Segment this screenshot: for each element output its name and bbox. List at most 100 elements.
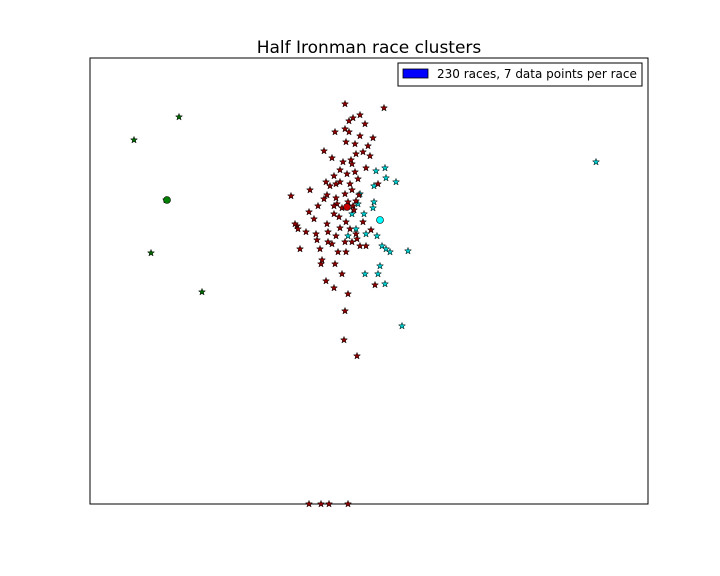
scatter-point xyxy=(358,217,368,226)
scatter-point xyxy=(341,247,351,256)
scatter-point xyxy=(319,194,329,203)
scatter-point xyxy=(351,229,361,238)
scatter-point xyxy=(323,227,333,236)
scatter-point xyxy=(370,280,380,289)
scatter-point xyxy=(323,237,333,246)
scatter-point xyxy=(341,217,351,226)
scatter-point xyxy=(321,177,331,186)
scatter-point xyxy=(337,269,347,278)
scatter-point xyxy=(358,147,368,156)
scatter-point xyxy=(197,287,207,296)
scatter-point xyxy=(350,167,360,176)
scatter-point xyxy=(322,219,332,228)
scatter-point xyxy=(340,124,350,133)
scatter-point xyxy=(365,151,375,160)
scatter-point xyxy=(340,189,350,198)
scatter-point xyxy=(313,201,323,210)
cluster-centroid xyxy=(163,196,171,204)
scatter-point xyxy=(591,157,601,166)
scatter-point xyxy=(371,166,381,175)
plot-area xyxy=(89,57,649,505)
scatter-point xyxy=(322,190,332,199)
scatter-point xyxy=(361,241,371,250)
scatter-point xyxy=(338,157,348,166)
scatter-point xyxy=(340,237,350,246)
scatter-point xyxy=(368,203,378,212)
scatter-point xyxy=(309,214,319,223)
scatter-point xyxy=(379,103,389,112)
scatter-point xyxy=(311,229,321,238)
legend: 230 races, 7 data points per race xyxy=(397,62,643,87)
scatter-point xyxy=(368,133,378,142)
scatter-point xyxy=(286,191,296,200)
scatter-point xyxy=(295,244,305,253)
scatter-point xyxy=(363,141,373,150)
scatter-point xyxy=(331,193,341,202)
scatter-point xyxy=(355,131,365,140)
scatter-point xyxy=(354,190,364,199)
scatter-point xyxy=(344,127,354,136)
scatter-point xyxy=(312,235,322,244)
scatter-point xyxy=(347,237,357,246)
scatter-point xyxy=(343,499,353,508)
scatter-point xyxy=(316,259,326,268)
scatter-point xyxy=(346,155,356,164)
scatter-point xyxy=(361,163,371,172)
scatter-point xyxy=(293,224,303,233)
scatter-point xyxy=(347,209,357,218)
scatter-point xyxy=(317,255,327,264)
scatter-point xyxy=(377,241,387,250)
scatter-point xyxy=(355,110,365,119)
scatter-point xyxy=(361,229,371,238)
scatter-point xyxy=(335,165,345,174)
scatter-point xyxy=(380,163,390,172)
scatter-point xyxy=(352,351,362,360)
scatter-point xyxy=(343,231,353,240)
scatter-point xyxy=(339,335,349,344)
scatter-point xyxy=(343,289,353,298)
scatter-point xyxy=(340,99,350,108)
legend-label: 230 races, 7 data points per race xyxy=(437,67,637,81)
scatter-point xyxy=(340,306,350,315)
scatter-point xyxy=(174,112,184,121)
legend-box xyxy=(397,62,643,87)
scatter-point xyxy=(319,146,329,155)
scatter-point xyxy=(146,248,156,257)
scatter-point xyxy=(349,205,359,214)
scatter-point xyxy=(366,225,376,234)
scatter-point xyxy=(325,181,335,190)
scatter-point xyxy=(342,169,352,178)
scatter-point xyxy=(347,185,357,194)
scatter-point xyxy=(290,219,300,228)
scatter-point xyxy=(360,119,370,128)
scatter-point xyxy=(372,231,382,240)
scatter-point xyxy=(397,321,407,330)
scatter-point xyxy=(329,201,339,210)
scatter-point xyxy=(329,283,339,292)
scatter-point xyxy=(129,135,139,144)
scatter-point xyxy=(335,223,345,232)
scatter-point xyxy=(334,212,344,221)
scatter-point xyxy=(315,244,325,253)
legend-swatch xyxy=(402,68,429,79)
scatter-point xyxy=(373,179,383,188)
scatter-point xyxy=(327,153,337,162)
scatter-point xyxy=(329,209,339,218)
points-layer xyxy=(129,99,601,508)
cluster-centroid xyxy=(343,203,351,211)
scatter-point xyxy=(359,209,369,218)
scatter-point xyxy=(333,247,343,256)
scatter-point xyxy=(351,196,361,205)
scatter-point xyxy=(316,499,326,508)
scatter-point xyxy=(324,499,334,508)
scatter-point xyxy=(391,177,401,186)
cluster-centroid xyxy=(376,216,384,224)
scatter-point xyxy=(304,499,314,508)
scatter-point xyxy=(360,269,370,278)
scatter-point xyxy=(330,127,340,136)
scatter-point xyxy=(304,207,314,216)
scatter-point xyxy=(352,234,362,243)
scatter-point xyxy=(305,185,315,194)
scatter-point xyxy=(381,173,391,182)
